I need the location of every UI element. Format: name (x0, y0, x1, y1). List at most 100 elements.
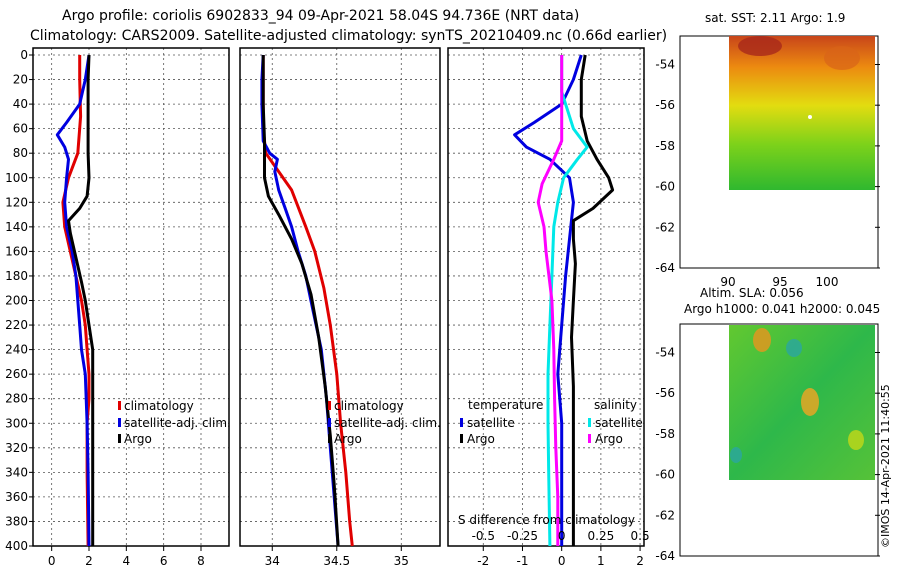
series-line-salinity-argo (536, 55, 564, 546)
y-tick-label: 80 (13, 146, 28, 160)
salinity-panel: 34 34.5 35 climatology satellite-adj. clim… (239, 47, 441, 568)
y-tick-label: 340 (5, 465, 28, 479)
legend-heading-temperature: temperature (468, 398, 543, 412)
temperature-x-ticks: 0 2 4 6 8 (48, 546, 205, 568)
s-difference-tick: 0.25 (588, 529, 615, 543)
difference-panel: -2 -1 0 1 2 temperature satellite Argo salin… (447, 47, 650, 568)
sla-high-patch (801, 388, 819, 416)
lat-tick-label: -62 (655, 220, 675, 234)
s-difference-label: S difference from climatology (458, 513, 635, 527)
legend-heading-salinity: salinity (594, 398, 637, 412)
depth-ticks: 0 20 40 60 80 100 120 140 160 180 200 220 240 260 280 3… (5, 48, 33, 553)
temperature-series (55, 54, 95, 547)
difference-series (513, 54, 615, 547)
copyright-stamp: ©IMOS 14-Apr-2021 11:40:55 (879, 384, 892, 548)
temperature-grid (33, 48, 229, 547)
legend-swatch-sal-argo (588, 434, 591, 443)
sla-map: Altim. SLA: 0.056 Argo h1000: 0.041 h200… (655, 286, 880, 563)
y-tick-label: 20 (13, 73, 28, 87)
s-difference-ticks: -0.5 -0.25 0 0.25 0.5 (472, 529, 650, 543)
y-tick-label: 200 (5, 294, 28, 308)
salinity-series (260, 54, 354, 547)
s-difference-tick: -0.5 (472, 529, 495, 543)
y-tick-label: 140 (5, 220, 28, 234)
salinity-legend: climatology satellite-adj. clim. Argo (328, 399, 441, 446)
x-tick-label: 8 (197, 554, 205, 568)
y-tick-label: 400 (5, 539, 28, 553)
y-tick-label: 360 (5, 490, 28, 504)
x-tick-label: 34.5 (323, 554, 350, 568)
y-tick-label: 120 (5, 195, 28, 209)
y-tick-label: 100 (5, 171, 28, 185)
sla-low-patch (786, 339, 802, 357)
legend-swatch-temp-satellite (460, 418, 463, 427)
lat-tick-label: -62 (655, 508, 675, 522)
legend-satellite: satellite-adj. clim. (334, 416, 441, 430)
legend-swatch-satellite (118, 418, 121, 427)
lat-tick-label: -56 (655, 98, 675, 112)
x-tick-label: 35 (394, 554, 409, 568)
y-tick-label: 40 (13, 97, 28, 111)
legend-satellite: satellite-adj. clim. (124, 416, 231, 430)
sst-lon-tick: 95 (772, 275, 787, 289)
sst-map-title: sat. SST: 2.11 Argo: 1.9 (705, 11, 845, 25)
salinity-grid (240, 48, 440, 547)
y-tick-label: 220 (5, 318, 28, 332)
y-tick-label: 260 (5, 367, 28, 381)
s-difference-tick: 0 (558, 529, 566, 543)
legend-swatch-satellite (328, 418, 331, 427)
argo-location-marker (808, 115, 812, 119)
x-tick-label: 0 (558, 554, 566, 568)
sla-lat-ticks: -54 -56 -58 -60 -62 -64 (655, 345, 880, 563)
sst-map: sat. SST: 2.11 Argo: 1.9 -54 -56 -58 -60 -62… (655, 11, 880, 289)
sla-map-title-2: Argo h1000: 0.041 h2000: 0.045 (684, 302, 880, 316)
legend-argo: Argo (124, 432, 152, 446)
y-tick-label: 0 (20, 48, 28, 62)
lat-tick-label: -64 (655, 549, 675, 563)
y-tick-label: 180 (5, 269, 28, 283)
temperature-frame (32, 47, 230, 547)
y-tick-label: 280 (5, 392, 28, 406)
y-tick-label: 60 (13, 122, 28, 136)
temperature-legend: climatology satellite-adj. clim. Argo (118, 399, 231, 446)
title-line-1: Argo profile: coriolis 6902833_94 09-Apr… (62, 8, 579, 24)
sst-warm-patch (824, 46, 860, 70)
series-line-temperature-argo (570, 54, 615, 546)
x-tick-label: 1 (597, 554, 605, 568)
series-line-argo (261, 55, 340, 547)
lat-tick-label: -54 (655, 57, 675, 71)
legend-argo: Argo (334, 432, 362, 446)
legend-swatch-temp-argo (460, 434, 463, 443)
difference-legend: temperature satellite Argo salinity sate… (460, 398, 643, 446)
difference-grid (448, 48, 644, 547)
x-tick-label: 0 (48, 554, 56, 568)
x-tick-label: -2 (477, 554, 489, 568)
x-tick-label: 4 (123, 554, 131, 568)
difference-x-ticks: -2 -1 0 1 2 (477, 546, 644, 568)
s-difference-tick: 0.5 (631, 529, 650, 543)
legend-climatology: climatology (334, 399, 404, 413)
legend-swatch-argo (328, 434, 331, 443)
lat-tick-label: -58 (655, 427, 675, 441)
x-tick-label: 2 (85, 554, 93, 568)
lat-tick-label: -54 (655, 345, 675, 359)
y-tick-label: 320 (5, 441, 28, 455)
y-tick-label: 160 (5, 244, 28, 258)
salinity-frame (239, 47, 441, 547)
difference-frame (447, 47, 645, 547)
series-line-salinity-satellite (546, 55, 589, 547)
legend-swatch-sal-satellite (588, 418, 591, 427)
x-tick-label: 34 (265, 554, 280, 568)
sla-high-patch (848, 430, 864, 450)
legend-temp-argo: Argo (467, 432, 495, 446)
x-tick-label: 6 (160, 554, 168, 568)
lat-tick-label: -60 (655, 180, 675, 194)
temperature-panel: 0 2 4 6 8 0 20 40 60 80 100 120 140 160 180 200 220 240 2… (5, 47, 231, 568)
series-line-temperature-satellite (513, 54, 583, 546)
legend-sal-satellite: satellite (595, 416, 643, 430)
sst-lon-tick: 90 (720, 275, 735, 289)
legend-swatch-argo (118, 434, 121, 443)
legend-swatch-climatology (118, 401, 121, 410)
sst-warm-patch (738, 36, 782, 56)
